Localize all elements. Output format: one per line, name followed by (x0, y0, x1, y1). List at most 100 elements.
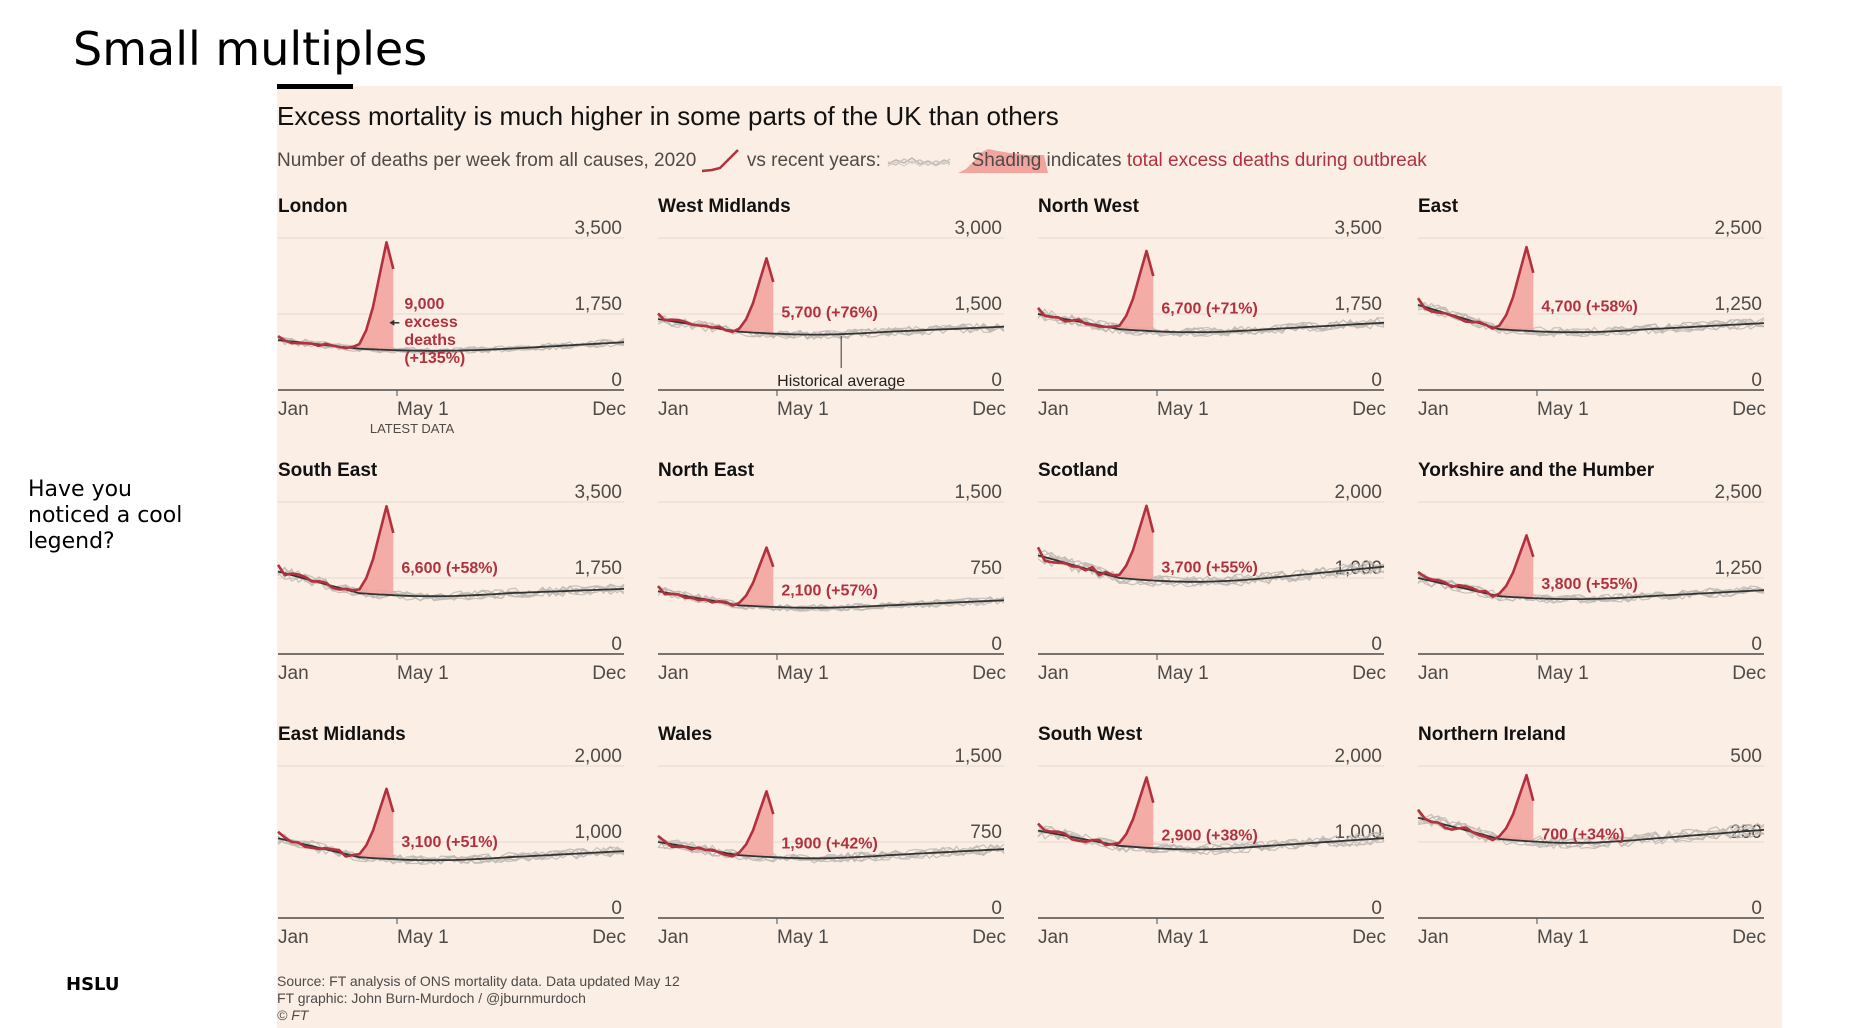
panel-title: London (278, 196, 348, 217)
x-tick-label: May 1 (1157, 927, 1209, 948)
line-2020 (657, 256, 775, 334)
x-tick-label: May 1 (397, 399, 449, 420)
x-tick-label: Jan (278, 663, 309, 684)
x-tick-label: Dec (1352, 399, 1386, 420)
copyright-line: © FT (277, 1007, 309, 1023)
y-tick-label: 0 (611, 634, 622, 655)
y-tick-label: 0 (611, 898, 622, 919)
y-tick-label: 2,000 (574, 746, 622, 767)
y-tick-label: 750 (970, 822, 1002, 843)
line-2020 (657, 546, 775, 607)
x-tick-label: May 1 (1157, 663, 1209, 684)
slide-title: Small multiples (73, 22, 428, 76)
y-tick-label: 0 (1371, 634, 1382, 655)
subtitle-part2: vs recent years: (746, 150, 881, 171)
excess-annotation: 6,700 (+71%) (1161, 301, 1258, 318)
panel-title: East (1418, 196, 1459, 217)
y-tick-label: 3,000 (954, 218, 1002, 239)
chart-panel: North East 1,500 750 0 2,100 (+57%) Jan May 1 D… (657, 460, 1006, 684)
excess-annotation: 5,700 (+76%) (781, 305, 878, 322)
figure-title: Excess mortality is much higher in some … (277, 101, 1059, 131)
x-tick-label: May 1 (777, 399, 829, 420)
panel-title: East Midlands (278, 724, 406, 745)
past-year-line (1037, 548, 1385, 587)
chart-panel: South East 3,500 1,750 0 6,600 (+58%) Jan May … (276, 460, 626, 684)
excess-annotation: 9,000 (404, 296, 444, 313)
y-tick-label: 2,000 (1334, 746, 1382, 767)
x-tick-label: Dec (592, 663, 626, 684)
x-tick-label: Jan (1418, 927, 1449, 948)
chart-panel: East 2,500 1,250 0 4,700 (+58%) Jan May 1 Dec (1416, 196, 1766, 420)
legend-2020-line-icon (701, 149, 739, 173)
x-tick-label: May 1 (397, 663, 449, 684)
excess-shading (1492, 535, 1534, 599)
x-tick-label: May 1 (777, 663, 829, 684)
x-tick-label: May 1 (1537, 927, 1589, 948)
y-tick-label: 750 (970, 558, 1002, 579)
x-tick-label: Dec (972, 399, 1006, 420)
x-tick-label: Jan (278, 927, 309, 948)
credit-line: FT graphic: John Burn-Murdoch / @jburnmu… (277, 990, 586, 1006)
y-tick-label: 500 (1730, 746, 1762, 767)
panel-title: Wales (658, 724, 712, 745)
subtitle-part1: Number of deaths per week from all cause… (277, 150, 649, 171)
y-tick-label: 1,750 (1334, 294, 1382, 315)
y-tick-label: 2,000 (1334, 482, 1382, 503)
panel-title: Northern Ireland (1418, 724, 1566, 745)
chart-panel: London 3,500 1,750 0 9,000excessdeaths(+135%… (277, 196, 626, 436)
x-tick-label: Dec (1732, 663, 1766, 684)
panel-title: West Midlands (658, 196, 791, 217)
x-tick-label: Jan (1038, 663, 1069, 684)
line-2020 (1037, 249, 1155, 329)
x-tick-label: May 1 (1537, 663, 1589, 684)
annotation-arrow-head (389, 319, 395, 326)
y-tick-label: 1,500 (954, 482, 1002, 503)
excess-shading (1112, 777, 1154, 849)
excess-annotation: 6,600 (+58%) (401, 560, 498, 577)
y-tick-label: 0 (1751, 370, 1762, 391)
y-tick-label: 1,000 (574, 822, 622, 843)
y-tick-label: 3,500 (574, 218, 622, 239)
line-2020 (277, 241, 395, 350)
y-tick-label: 0 (1751, 898, 1762, 919)
excess-annotation: 4,700 (+58%) (1541, 298, 1638, 315)
x-tick-label: Jan (1418, 663, 1449, 684)
excess-annotation: (+135%) (404, 350, 465, 367)
historical-average-line (277, 570, 625, 598)
excess-shading (732, 791, 774, 858)
y-tick-label: 3,500 (574, 482, 622, 503)
excess-annotation: 3,700 (+55%) (1161, 559, 1258, 576)
x-tick-label: Dec (972, 663, 1006, 684)
excess-shading (1492, 247, 1534, 332)
excess-annotation: deaths (404, 332, 456, 349)
chart-panel: East Midlands 2,000 1,000 0 3,100 (+51%) Jan M… (277, 724, 626, 948)
y-tick-label: 0 (991, 370, 1002, 391)
historical-average-line (277, 837, 625, 862)
excess-shading (1492, 775, 1534, 842)
y-tick-label: 0 (611, 370, 622, 391)
legend-past-years-icon (887, 157, 951, 167)
x-tick-label: May 1 (1157, 399, 1209, 420)
panel-title: Scotland (1038, 460, 1118, 481)
y-tick-label: 0 (1371, 370, 1382, 391)
line-2020 (1416, 245, 1535, 330)
legend-shading-label: Shading (957, 149, 1048, 173)
chart-panel: Wales 1,500 750 0 1,900 (+42%) Jan May 1 Dec (657, 724, 1006, 948)
excess-annotation: excess (404, 314, 457, 331)
x-tick-label: Dec (1352, 663, 1386, 684)
panel-title: South East (278, 460, 378, 481)
x-tick-label: Jan (658, 663, 689, 684)
excess-annotation: 3,800 (+55%) (1541, 576, 1638, 593)
excess-annotation: 1,900 (+42%) (781, 835, 878, 852)
excess-shading (732, 547, 774, 607)
legend-shading-text: Shading (971, 150, 1042, 171)
line-2020 (277, 787, 395, 858)
x-tick-label: Jan (1038, 399, 1069, 420)
past-year-line (1417, 573, 1765, 604)
y-tick-label: 1,250 (1714, 558, 1762, 579)
x-tick-label: Dec (592, 399, 626, 420)
line-2020 (1037, 776, 1155, 847)
excess-shading (352, 788, 394, 860)
